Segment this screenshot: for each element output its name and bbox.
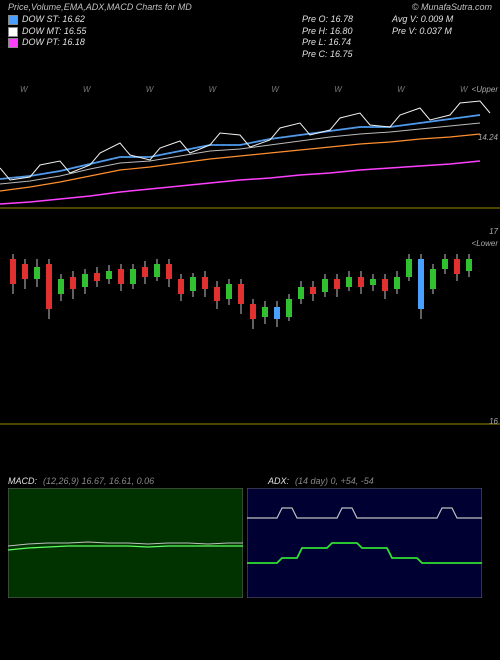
avg-block: Avg V: 0.009 MPre V: 0.037 M <box>392 14 492 61</box>
gap-label: 16 <box>489 417 498 426</box>
prev-item: Pre C: 16.75 <box>302 49 392 61</box>
avg-item: Avg V: 0.009 M <box>392 14 492 26</box>
week-marker: W <box>209 85 217 94</box>
macd-panel <box>8 488 243 598</box>
price-tag: 14.24 <box>478 133 498 142</box>
prev-item: Pre O: 16.78 <box>302 14 392 26</box>
week-marker: W <box>460 85 468 94</box>
upper-chart: W W W W W W W W <Upper 14.24 <box>0 79 500 229</box>
dow-list: DOW ST: 16.62DOW MT: 16.55DOW PT: 16.18 <box>8 14 138 61</box>
week-marker: W <box>271 85 279 94</box>
indicator-labels: MACD: (12,26,9) 16.67, 16.61, 0.06 ADX: … <box>0 474 500 488</box>
lower-label: <Lower <box>472 239 498 248</box>
upper-label: <Upper <box>472 85 498 94</box>
gap-area: 16 <box>0 379 500 474</box>
week-marker: W <box>146 85 154 94</box>
week-marker: W <box>397 85 405 94</box>
macd-name: MACD: <box>8 476 37 486</box>
prev-item: Pre H: 16.80 <box>302 26 392 38</box>
avg-item: Pre V: 0.037 M <box>392 26 492 38</box>
dow-swatch <box>8 15 18 25</box>
baseline-label: 17 <box>489 227 498 236</box>
candle-chart: 17 <Lower <box>0 229 500 379</box>
title-left: Price,Volume,EMA,ADX,MACD Charts for MD <box>8 2 192 12</box>
week-marker: W <box>83 85 91 94</box>
adx-vals: (14 day) 0, +54, -54 <box>295 476 374 486</box>
week-marker: W <box>334 85 342 94</box>
prev-item: Pre L: 16.74 <box>302 37 392 49</box>
week-marker: W <box>20 85 28 94</box>
macd-vals: (12,26,9) 16.67, 16.61, 0.06 <box>43 476 154 486</box>
dow-swatch <box>8 27 18 37</box>
dow-label: DOW PT: 16.18 <box>22 37 85 49</box>
dow-label: DOW ST: 16.62 <box>22 14 85 26</box>
prev-block: Pre O: 16.78Pre H: 16.80Pre L: 16.74Pre … <box>302 14 392 61</box>
dow-label: DOW MT: 16.55 <box>22 26 86 38</box>
dow-swatch <box>8 38 18 48</box>
adx-name: ADX: <box>268 476 289 486</box>
adx-panel <box>247 488 482 598</box>
title-right: © MunafaSutra.com <box>412 2 492 12</box>
